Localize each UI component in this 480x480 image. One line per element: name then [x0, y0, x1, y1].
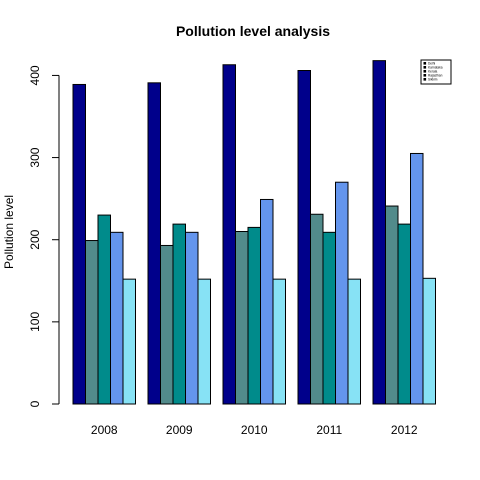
bar-sikkim-2012 [422, 277, 436, 405]
x-tick-label: 2009 [166, 423, 193, 437]
bar-delhi-2012 [372, 60, 386, 405]
bar-sikkim-2011 [347, 278, 361, 405]
legend-swatch [423, 78, 427, 81]
bar-delhi-2010 [222, 64, 236, 405]
bar-delhi-2008 [72, 83, 86, 405]
bar-rajasthan-2008 [110, 231, 124, 405]
bar-kerala-2011 [322, 231, 336, 405]
bar-delhi-2011 [297, 70, 311, 405]
x-tick-label: 2011 [316, 423, 342, 437]
y-tick-label: 300 [28, 147, 42, 167]
bar-rajasthan-2009 [185, 231, 199, 405]
bar-karnataka-2009 [160, 244, 174, 405]
bar-sikkim-2010 [272, 278, 286, 405]
chart-title: Pollution level analysis [176, 23, 330, 39]
bar-karnataka-2011 [310, 213, 324, 405]
bar-karnataka-2012 [385, 205, 399, 405]
legend-label: Karnataka [428, 66, 443, 70]
legend-label: Kerala [428, 70, 437, 74]
legend-label: Delhi [428, 62, 436, 66]
bar-karnataka-2010 [235, 231, 249, 405]
y-tick-label: 100 [28, 312, 42, 332]
bar-sikkim-2008 [122, 278, 136, 405]
y-axis-label: Pollution level [2, 195, 16, 269]
x-tick-label: 2012 [391, 423, 418, 437]
bar-kerala-2010 [247, 226, 261, 405]
bar-delhi-2009 [147, 82, 161, 405]
legend-swatch [423, 70, 427, 73]
bar-rajasthan-2012 [410, 152, 424, 405]
x-tick-labels: 2008 2009 2010 2011 2012 [91, 423, 418, 437]
legend-swatch [423, 66, 427, 69]
bar-rajasthan-2011 [335, 181, 349, 405]
x-tick-label: 2010 [241, 423, 268, 437]
bar-kerala-2012 [397, 223, 411, 405]
y-tick-label: 400 [28, 65, 42, 85]
y-axis: 0 100 200 300 400 [28, 65, 60, 407]
legend-swatch [423, 74, 427, 77]
x-tick-label: 2008 [91, 423, 118, 437]
bar-sikkim-2009 [197, 278, 211, 405]
bars-group [72, 60, 436, 405]
bar-rajasthan-2010 [260, 198, 274, 405]
bar-kerala-2009 [172, 223, 186, 405]
y-tick-label: 200 [28, 229, 42, 249]
bar-karnataka-2008 [85, 240, 99, 405]
legend-swatch [423, 62, 427, 65]
y-tick-label: 0 [28, 400, 42, 407]
legend-label: Sikkim [428, 78, 438, 82]
bar-kerala-2008 [97, 214, 111, 405]
legend-label: Rajasthan [428, 74, 443, 78]
